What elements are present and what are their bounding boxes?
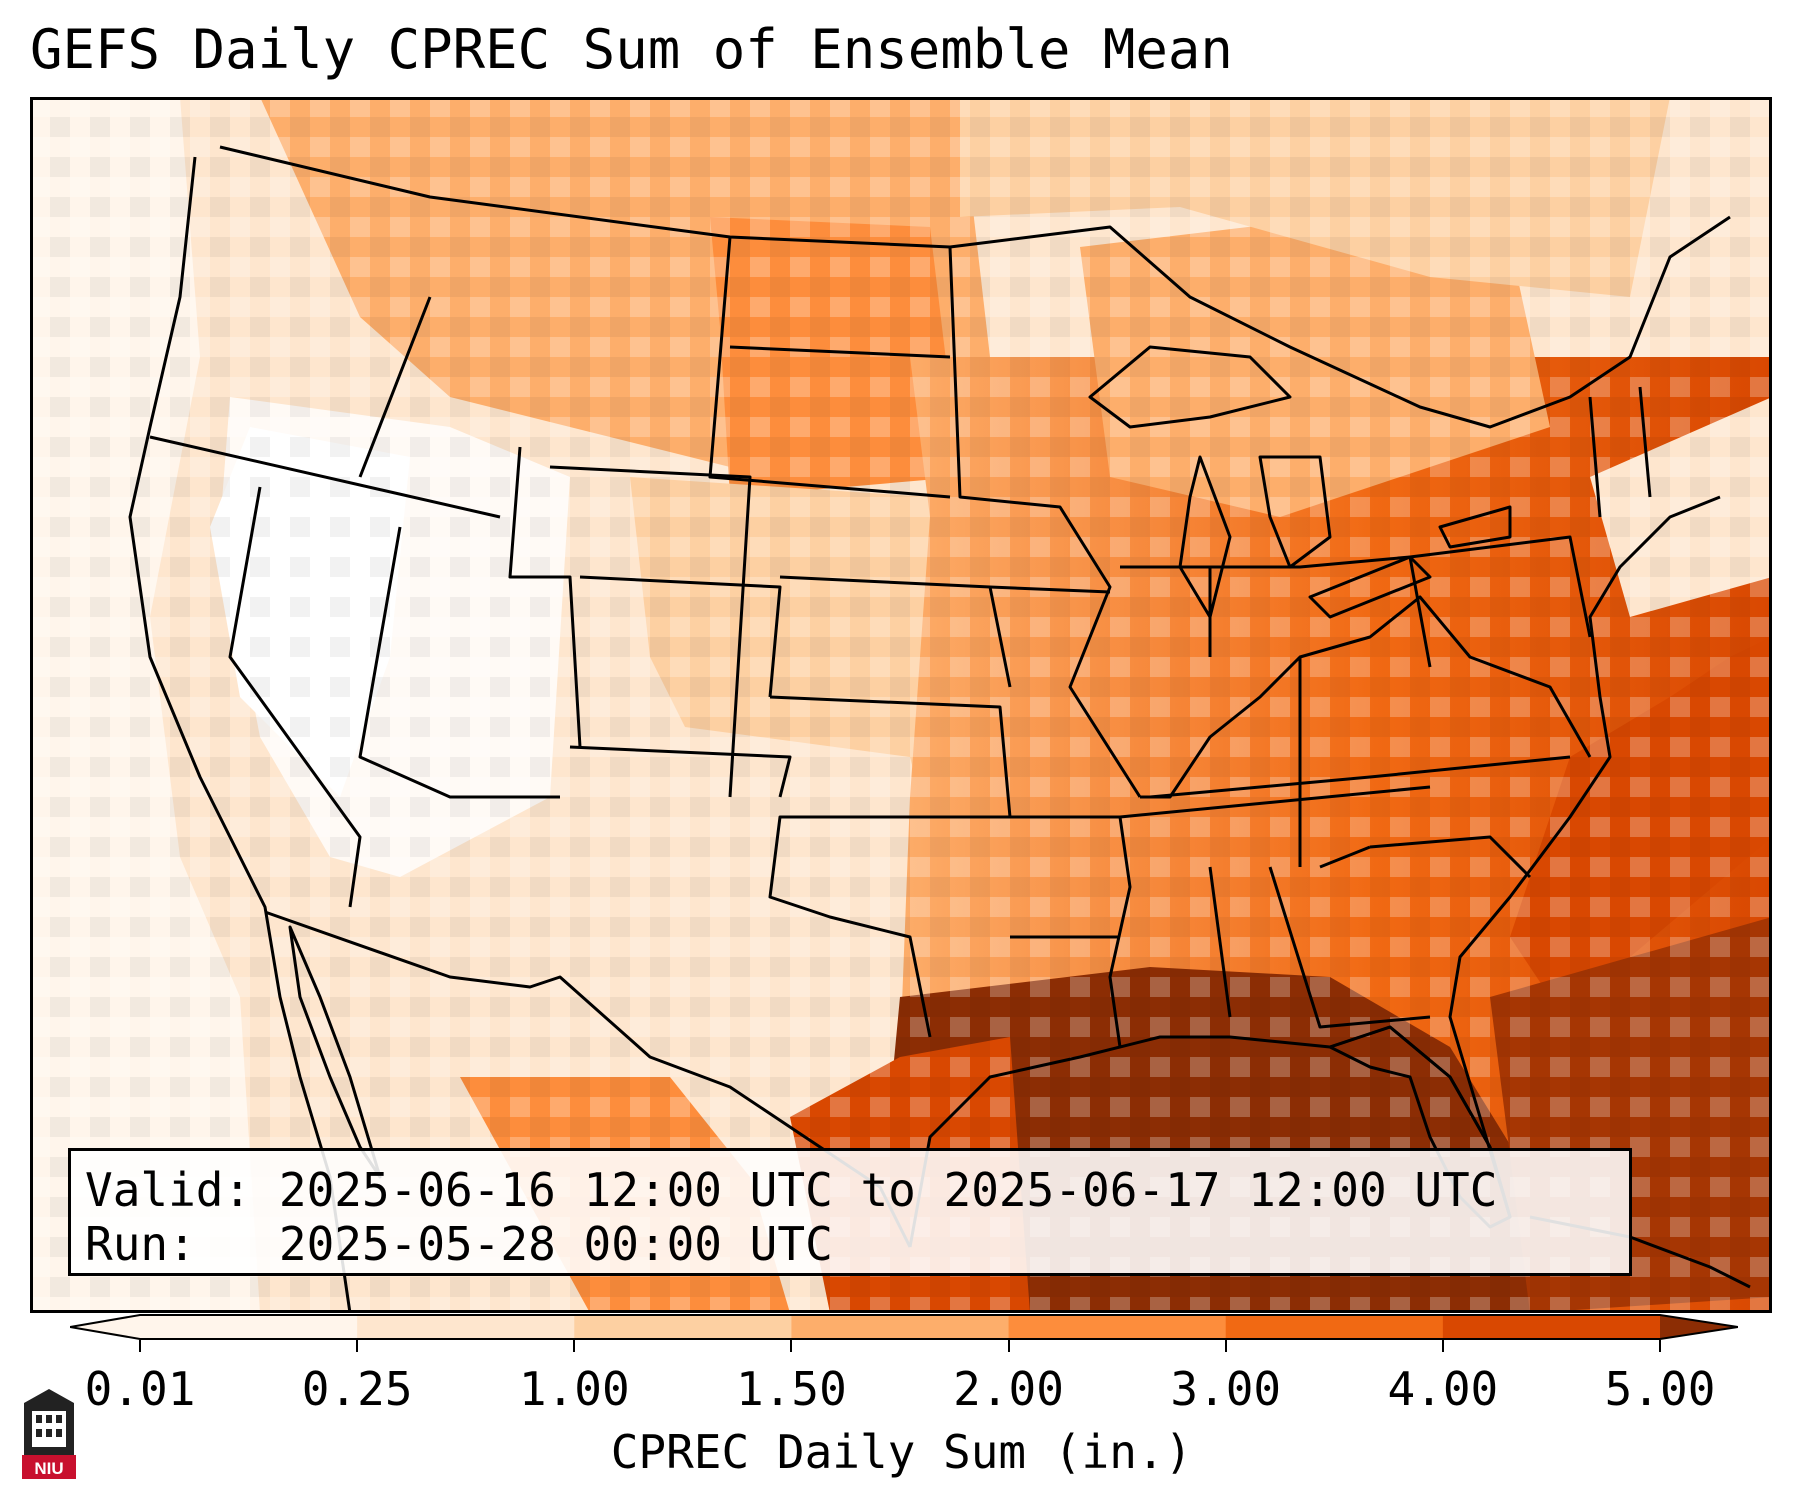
colorbar-tick-label: 3.00 [1170,1362,1282,1416]
colorbar-segment [791,1315,1010,1339]
lake-erie [1308,555,1432,619]
colorbar-tick-label: 1.50 [736,1362,847,1416]
colorbar-tick-label: 5.00 [1604,1362,1716,1416]
lake-michigan [1178,455,1232,619]
colorbar-title: CPREC Daily Sum (in.) [610,1425,1193,1479]
colorbar-tick-mark [573,1340,576,1352]
colorbar [70,1314,1738,1340]
colorbar-tick-mark [1007,1340,1010,1352]
west-coast [128,156,352,1313]
colorbar-outline [70,1314,1738,1340]
colorbar-extend-high [1660,1315,1738,1339]
validity-info-box: Valid: 2025-06-16 12:00 UTC to 2025-06-1… [68,1148,1632,1276]
colorbar-segment [574,1315,792,1339]
valid-label: Valid: [85,1163,252,1217]
colorbar-tick-mark [1224,1340,1227,1352]
colorbar-segment [140,1315,358,1339]
colorbar-tick-label: 0.25 [301,1362,413,1416]
run-line: Run: 2025-05-28 00:00 UTC [85,1217,1615,1271]
logo-text: NIU [34,1459,63,1478]
niu-logo: NIU [22,1389,76,1479]
run-value: 2025-05-28 00:00 UTC [278,1217,833,1271]
colorbar-tick-label: 1.00 [518,1362,630,1416]
lake-superior [1088,345,1292,429]
colorbar-segment [1225,1315,1444,1339]
colorbar-tick-mark [139,1340,141,1352]
run-label: Run: [85,1217,196,1271]
colorbar-tick-label: 0.01 [84,1362,196,1416]
colorbar-tick-label: 2.00 [953,1362,1064,1416]
colorbar-tick-mark [356,1340,359,1352]
lake-huron [1258,455,1332,569]
boundary-lines [128,145,1751,1313]
colorbar-tick-label: 4.00 [1387,1362,1499,1416]
colorbar-segment [1442,1315,1661,1339]
colorbar-tick-mark [1441,1340,1444,1352]
valid-line: Valid: 2025-06-16 12:00 UTC to 2025-06-1… [85,1163,1615,1217]
colorbar-tick-mark [790,1340,793,1352]
colorbar-tick-mark [1659,1340,1661,1352]
colorbar-extend-low [70,1315,140,1339]
atlantic-coast [1448,495,1721,1218]
lake-ontario [1438,505,1512,549]
colorbar-segment [357,1315,575,1339]
valid-value: 2025-06-16 12:00 UTC to 2025-06-17 12:00… [278,1163,1498,1217]
colorbar-segment [1008,1315,1227,1339]
map-title: GEFS Daily CPREC Sum of Ensemble Mean [30,18,1233,81]
precip-map [30,97,1772,1313]
